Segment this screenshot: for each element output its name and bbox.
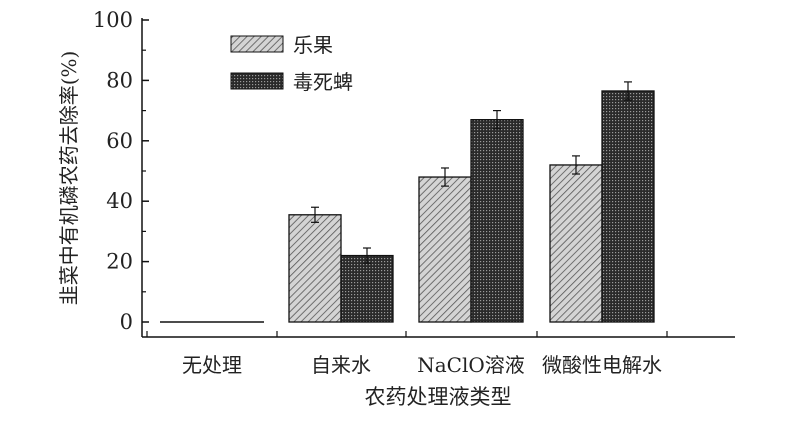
bar-2-3 <box>470 119 524 323</box>
legend-swatch-series-1 <box>230 35 284 53</box>
x-tick-label-4: 微酸性电解水 <box>542 353 662 377</box>
y-axis-title: 韭菜中有机磷农药去除率(%) <box>57 51 81 306</box>
y-tick-label: 80 <box>106 68 133 92</box>
y-tick-label: 100 <box>93 8 133 32</box>
x-tick-labels: 无处理 自来水 NaClO溶液 微酸性电解水 <box>146 331 668 377</box>
bar-2-2 <box>340 254 394 323</box>
bar-1-2 <box>288 214 342 323</box>
y-tick-label: 40 <box>106 189 133 213</box>
x-tick-label-1: 无处理 <box>182 353 242 377</box>
legend-label-series-1: 乐果 <box>293 33 333 57</box>
bar-1-4 <box>549 164 603 323</box>
legend: 乐果 毒死蜱 <box>230 33 353 94</box>
bar-2-4 <box>601 90 655 323</box>
axes <box>141 18 735 338</box>
y-tick-label: 20 <box>106 250 133 274</box>
y-ticks: 0 20 40 60 80 100 <box>93 8 149 334</box>
x-tick-label-2: 自来水 <box>311 353 371 377</box>
y-tick-label: 0 <box>120 310 133 334</box>
error-bars <box>311 81 632 264</box>
y-tick-label: 60 <box>106 129 133 153</box>
legend-swatch-series-2 <box>230 72 284 90</box>
legend-label-series-2: 毒死蜱 <box>293 70 353 94</box>
bar-1-3 <box>418 176 472 323</box>
bars <box>160 90 655 323</box>
x-tick-label-3: NaClO溶液 <box>417 353 525 377</box>
x-axis-title: 农药处理液类型 <box>365 385 512 409</box>
